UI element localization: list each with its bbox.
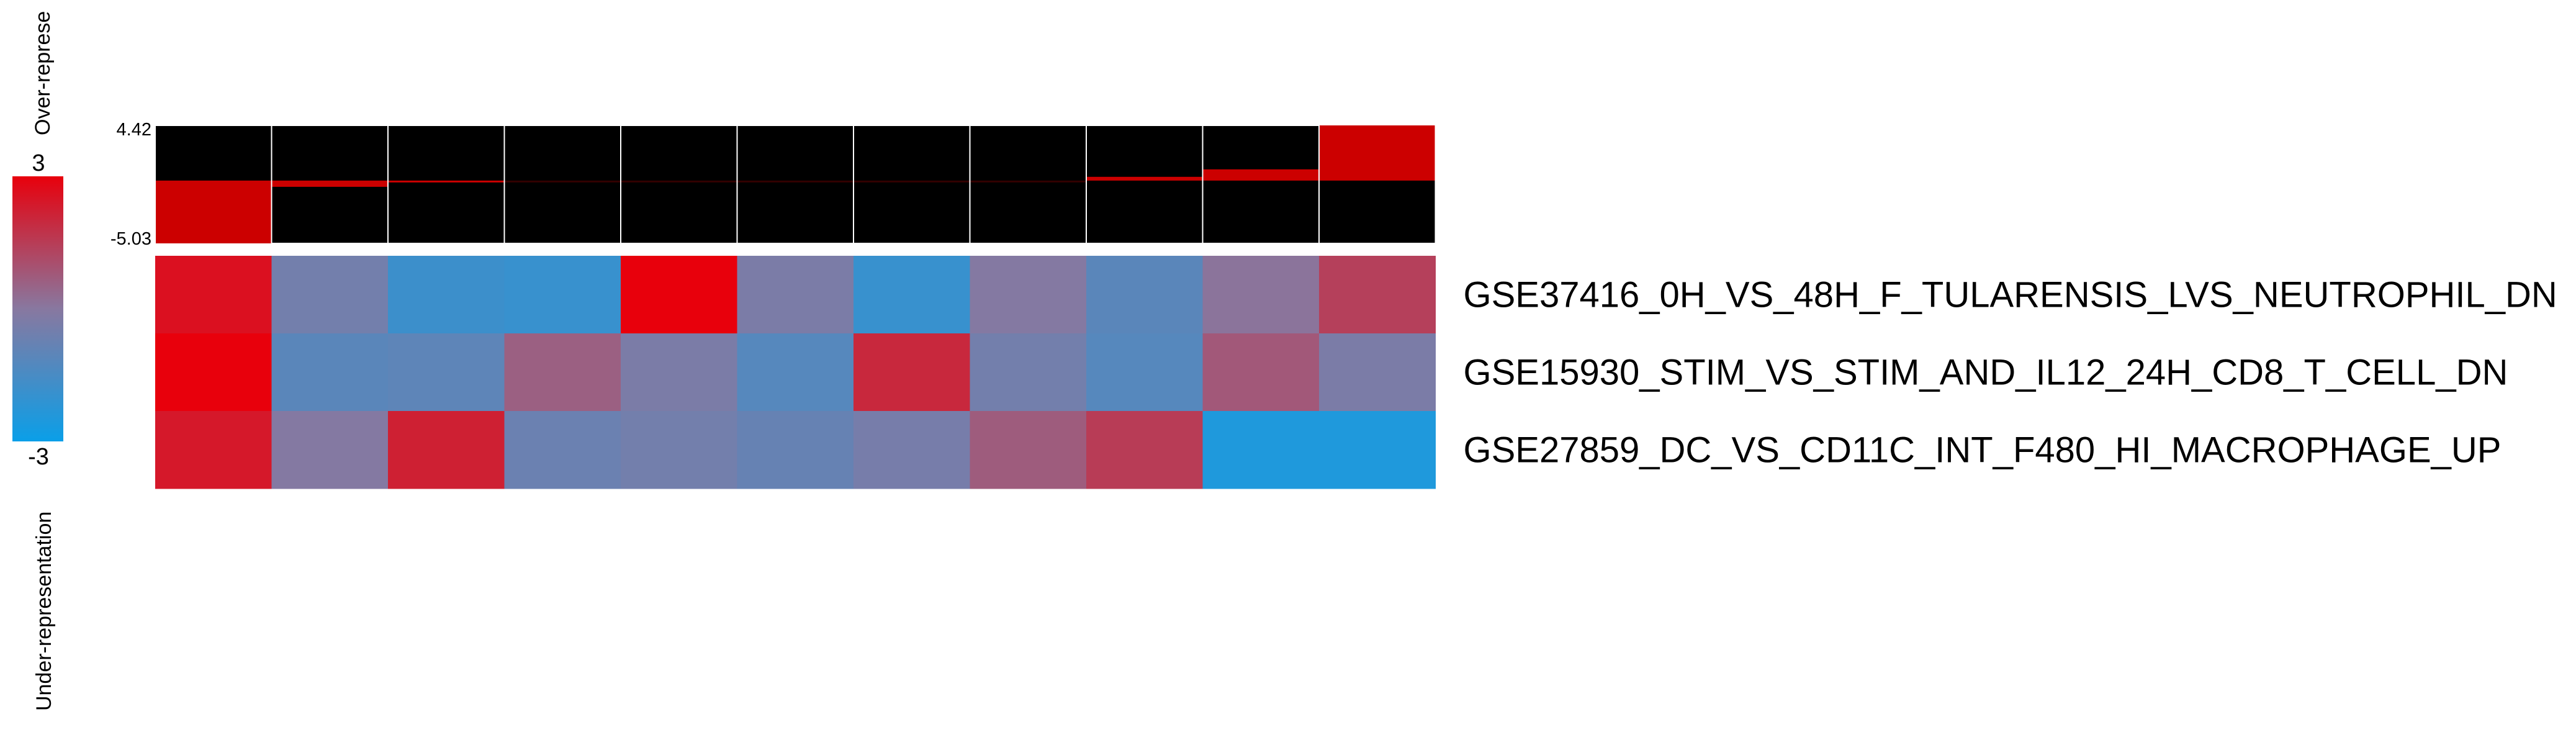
legend-min-label: -3 — [28, 444, 49, 470]
heatmap-cells — [155, 256, 1436, 489]
bar-panel-cell — [736, 125, 854, 244]
bar-panel-bar — [737, 180, 853, 183]
row-label: GSE27859_DC_VS_CD11C_INT_F480_HI_MACROPH… — [1464, 430, 2502, 471]
legend-max-label: 3 — [32, 150, 45, 176]
heatmap-cell — [1086, 256, 1203, 334]
heatmap-cell — [155, 333, 272, 412]
heatmap-cell — [737, 256, 854, 334]
bar-panel-bar — [854, 180, 970, 183]
bar-panel-bar — [389, 180, 504, 183]
heatmap-cell — [1202, 256, 1320, 334]
bar-panel-cell — [1202, 125, 1320, 244]
heatmap-cell — [621, 411, 737, 489]
heatmap-cell — [621, 256, 737, 334]
heatmap-cell — [1202, 333, 1320, 412]
legend-bottom-text: Under-representation — [32, 512, 56, 711]
row-labels: GSE37416_0H_VS_48H_F_TULARENSIS_LVS_NEUT… — [1464, 275, 2557, 471]
heatmap-cell — [970, 333, 1087, 412]
heatmap-cell — [737, 333, 854, 412]
heatmap-cell — [504, 333, 621, 412]
bar-panel-bar — [1203, 169, 1318, 181]
heatmap-cell — [1319, 411, 1436, 489]
heatmap-cell — [271, 256, 389, 334]
heatmap-cell — [1086, 333, 1203, 412]
heatmap-cell — [1086, 411, 1203, 489]
heatmap-cell — [1319, 333, 1436, 412]
heatmap-cell — [388, 411, 505, 489]
row-label: GSE37416_0H_VS_48H_F_TULARENSIS_LVS_NEUT… — [1464, 275, 2557, 315]
bar-panel-max-label: 4.42 — [117, 120, 151, 140]
bar-panel-bar — [970, 180, 1086, 183]
heatmap-cell — [853, 256, 970, 334]
bar-panel-cell — [853, 125, 971, 244]
bar-panel-bar — [1320, 125, 1435, 181]
heatmap-cell — [271, 411, 389, 489]
heatmap-cell — [1319, 256, 1436, 334]
heatmap-cell — [155, 256, 272, 334]
bar-panel-cell — [969, 125, 1087, 244]
bar-panel-cell — [387, 125, 505, 244]
bar-panel-cell — [503, 125, 621, 244]
heatmap-cell — [970, 256, 1087, 334]
bar-panel-min-label: -5.03 — [110, 229, 151, 249]
bar-panel-bar — [1087, 176, 1202, 181]
legend-gradient-bar — [12, 176, 63, 441]
bar-panel: 4.42 -5.03 — [110, 120, 1436, 249]
heatmap-cell — [388, 256, 505, 334]
heatmap-cell — [388, 333, 505, 412]
heatmap-cell — [737, 411, 854, 489]
heatmap-cell — [1202, 411, 1320, 489]
heatmap-cell — [621, 333, 737, 412]
heatmap-cell — [504, 256, 621, 334]
heatmap-cell — [853, 333, 970, 412]
legend-top-text: Over-represe — [31, 11, 55, 135]
bar-panel-bar — [272, 180, 387, 187]
bar-panel-bar — [505, 180, 620, 183]
heatmap-cell — [853, 411, 970, 489]
color-legend: Over-represe 3 -3 Under-representation — [12, 11, 63, 711]
heatmap-cell — [970, 411, 1087, 489]
heatmap-cell — [155, 411, 272, 489]
bar-panel-cell — [620, 125, 738, 244]
row-label: GSE15930_STIM_VS_STIM_AND_IL12_24H_CD8_T… — [1464, 353, 2508, 393]
bar-panel-cell — [1086, 125, 1204, 244]
bar-panel-bar — [621, 180, 737, 183]
bar-panel-bar — [156, 180, 271, 243]
heatmap-cell — [504, 411, 621, 489]
heatmap-cell — [271, 333, 389, 412]
bar-panel-cells — [155, 125, 1436, 244]
